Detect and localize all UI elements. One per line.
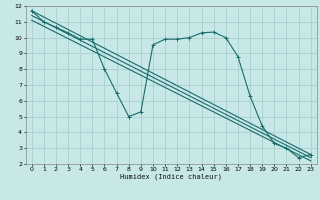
X-axis label: Humidex (Indice chaleur): Humidex (Indice chaleur) — [120, 174, 222, 180]
